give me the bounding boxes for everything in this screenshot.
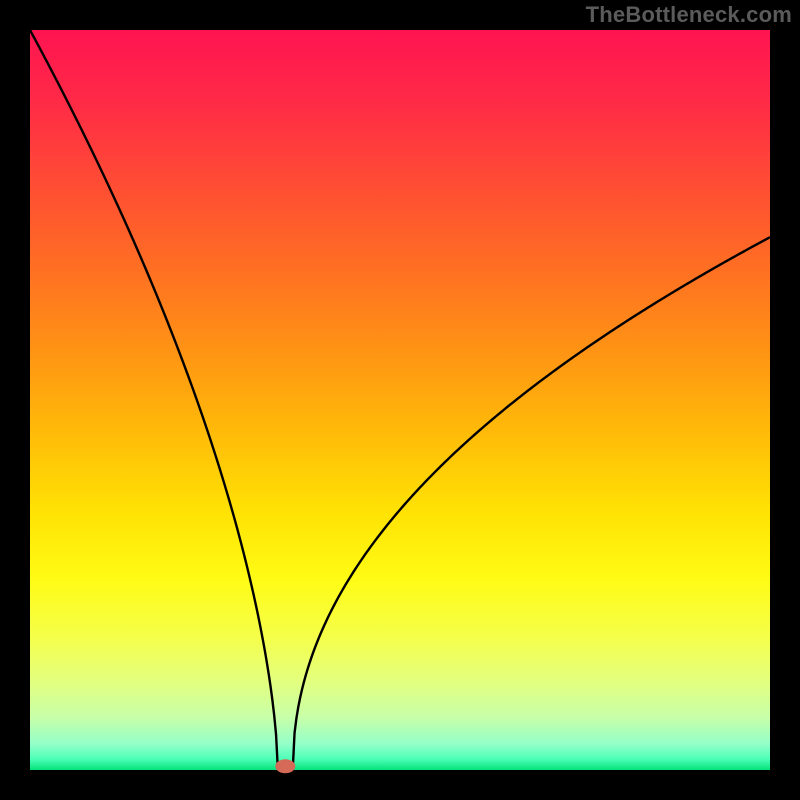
bottleneck-chart: TheBottleneck.com — [0, 0, 800, 800]
current-config-marker — [275, 759, 295, 773]
chart-svg — [0, 0, 800, 800]
watermark-text: TheBottleneck.com — [586, 2, 792, 28]
chart-background — [30, 30, 770, 770]
